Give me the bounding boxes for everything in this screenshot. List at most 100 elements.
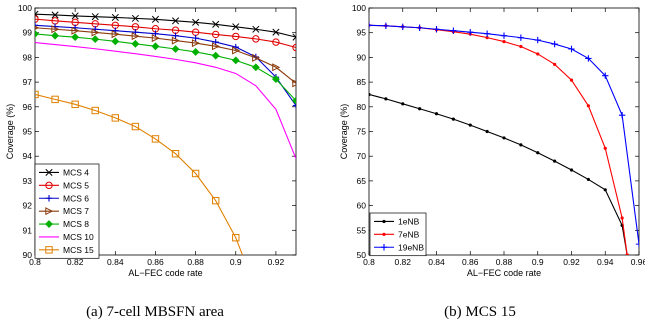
series-layer (369, 22, 639, 255)
data-point-19enb (568, 45, 575, 53)
data-point-mcs-7 (71, 26, 80, 35)
data-point-mcs-4 (192, 18, 200, 26)
data-point-19enb (483, 30, 491, 37)
data-point-1enb (468, 123, 472, 127)
y-tick-label: 80 (357, 102, 367, 112)
series-layer (35, 10, 296, 292)
data-point-mcs-4 (151, 15, 160, 23)
data-point-mcs-7 (171, 36, 180, 45)
y-tick-label: 92 (23, 201, 33, 211)
legend-marker (382, 219, 386, 224)
data-point-mcs-7 (292, 79, 296, 88)
data-point-1enb (451, 117, 455, 121)
data-point-mcs-15 (211, 196, 220, 205)
data-point-19enb (618, 111, 626, 119)
data-point-1enb (369, 92, 371, 97)
legend-marker (45, 220, 53, 228)
data-point-1enb (384, 97, 388, 101)
data-point-mcs-6 (35, 22, 39, 29)
data-point-mcs-4 (51, 11, 59, 19)
x-tick-label: 0.84 (428, 257, 445, 267)
x-tick-label: 0.92 (268, 257, 285, 267)
data-point-mcs-15 (232, 234, 240, 242)
y-tick-label: 70 (357, 151, 367, 161)
data-point-1enb (569, 168, 574, 172)
y-tick-label: 100 (18, 3, 32, 13)
data-point-mcs-7 (151, 34, 160, 43)
data-point-mcs-8 (91, 35, 100, 44)
y-tick-label: 50 (357, 250, 367, 260)
data-point-mcs-4 (252, 25, 260, 33)
y-tick-label: 91 (23, 225, 33, 235)
data-point-mcs-8 (231, 56, 240, 65)
data-point-mcs-5 (35, 15, 39, 23)
x-tick-label: 0.86 (462, 257, 479, 267)
y-tick-label: 55 (357, 225, 367, 235)
legend-marker (382, 232, 386, 236)
data-point-mcs-5 (272, 38, 280, 46)
data-point-mcs-15 (131, 122, 140, 131)
y-tick-label: 90 (357, 52, 367, 62)
y-tick-label: 100 (352, 3, 366, 13)
data-point-7enb (603, 146, 607, 150)
data-point-mcs-15 (91, 106, 99, 115)
data-point-19enb (635, 240, 639, 248)
x-tick-label: 0.88 (496, 257, 513, 267)
data-point-7enb (620, 216, 624, 220)
data-point-mcs-8 (111, 37, 120, 46)
y-tick-label: 95 (357, 28, 367, 38)
data-point-1enb (502, 136, 506, 140)
data-point-19enb (450, 27, 457, 34)
data-point-7enb (625, 253, 629, 255)
data-point-19enb (551, 40, 558, 48)
data-point-mcs-8 (211, 51, 220, 60)
x-tick-label: 0.82 (67, 257, 84, 267)
chart-a: 0.8 0.82 0.84 0.86 0.88 0.9 0.92 90 91 92 93 94 95 96… (5, 3, 297, 292)
x-tick-label: 0.8 (29, 257, 41, 267)
x-tick-label: 0.8 (363, 257, 375, 267)
data-point-mcs-15 (191, 169, 200, 178)
data-point-mcs-7 (272, 63, 281, 72)
data-point-mcs-4 (272, 28, 280, 36)
data-point-mcs-8 (171, 45, 180, 53)
data-point-mcs-5 (232, 32, 240, 41)
data-point-mcs-15 (253, 286, 259, 292)
data-point-19enb (399, 23, 406, 30)
data-point-mcs-6 (152, 30, 159, 37)
legend-label: 19eNB (398, 242, 424, 252)
y-axis-label: Coverage (%) (5, 104, 15, 160)
x-tick-label: 0.86 (147, 257, 164, 267)
data-point-1enb (536, 151, 540, 155)
legend: MCS 4 MCS 5 MCS 6 MCS 7 MCS 8 MCS 10 MCS 15 (34, 163, 100, 259)
data-point-mcs-8 (131, 39, 140, 48)
data-point-7enb (502, 39, 506, 44)
y-tick-label: 98 (23, 52, 33, 62)
legend-label: MCS 6 (63, 193, 89, 203)
data-point-mcs-8 (272, 75, 280, 84)
legend-marker (45, 195, 53, 202)
data-point-mcs-4 (71, 12, 79, 20)
legend-marker (380, 244, 388, 251)
data-point-mcs-4 (111, 13, 119, 21)
data-point-19enb (433, 26, 440, 33)
y-tick-label: 85 (357, 77, 367, 87)
x-tick-label: 0.9 (230, 257, 242, 267)
x-tick-label: 0.82 (394, 257, 411, 267)
y-tick-label: 95 (23, 127, 33, 137)
data-point-7enb (569, 78, 574, 82)
data-point-1enb (401, 102, 405, 106)
series-line-mcs-4 (35, 13, 296, 38)
legend-label: MCS 15 (63, 245, 94, 255)
chart-b: 0.8 0.82 0.84 0.86 0.88 0.9 0.92 0.94 0.96 50 55 60… (339, 3, 645, 278)
data-point-19enb (602, 72, 609, 79)
data-point-mcs-5 (252, 35, 260, 43)
data-point-19enb (517, 34, 525, 41)
caption-b: (b) MCS 15 (444, 304, 516, 320)
data-point-mcs-8 (51, 31, 59, 40)
data-point-mcs-4 (171, 17, 180, 25)
y-tick-label: 90 (23, 250, 33, 260)
y-tick-label: 99 (23, 28, 33, 38)
data-point-mcs-7 (211, 42, 221, 51)
data-point-mcs-7 (131, 32, 140, 41)
data-point-mcs-15 (171, 150, 180, 158)
